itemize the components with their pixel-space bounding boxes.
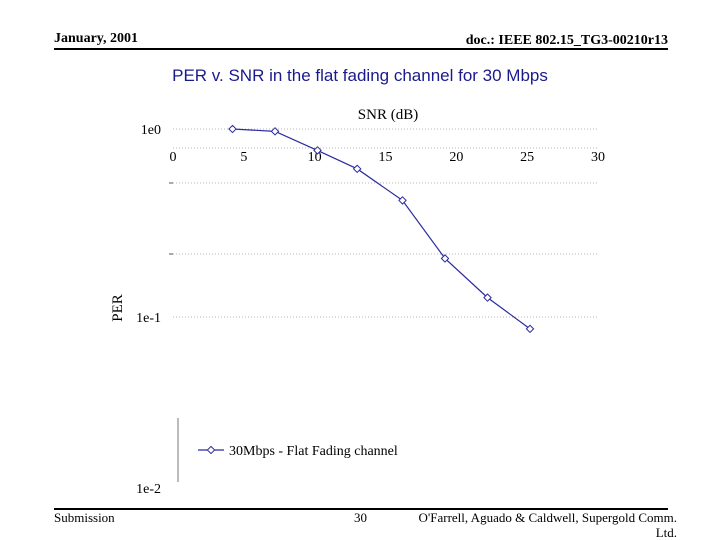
y-tick-label-0: 1e0 <box>141 123 161 138</box>
y-axis-title: PER <box>110 294 126 322</box>
legend-marker-0 <box>206 445 216 455</box>
data-point-0-4 <box>398 196 407 205</box>
legend-label-0: 30Mbps - Flat Fading channel <box>229 444 398 459</box>
x-axis-title: SNR (dB) <box>358 107 418 123</box>
data-point-0-5 <box>440 254 450 263</box>
x-tick-label-5: 25 <box>520 150 534 165</box>
x-tick-label-0: 0 <box>170 150 177 165</box>
data-point-0-0 <box>228 124 237 134</box>
data-point-0-3 <box>352 164 362 174</box>
header-doc-id: doc.: IEEE 802.15_TG3-00210r13 <box>465 33 668 48</box>
header-date: January, 2001 <box>54 31 139 46</box>
footer-rule <box>54 508 668 510</box>
header-rule <box>54 48 668 50</box>
x-tick-label-3: 15 <box>379 150 393 165</box>
footer-submission: Submission <box>54 510 115 525</box>
data-point-0-2 <box>313 146 322 155</box>
data-point-0-1 <box>270 127 280 136</box>
data-point-0-6 <box>483 293 492 302</box>
x-tick-label-1: 5 <box>240 150 247 165</box>
x-tick-label-6: 30 <box>591 150 605 165</box>
x-tick-label-4: 20 <box>449 150 463 165</box>
footer-authors: O'Farrell, Aguado & Caldwell, Supergold … <box>418 510 677 540</box>
y-tick-label-1: 1e-1 <box>136 311 161 326</box>
series-line-0 <box>232 128 531 330</box>
data-point-0-7 <box>525 324 535 334</box>
footer-page-number: 30 <box>354 510 367 525</box>
y-tick-label-2: 1e-2 <box>136 482 161 497</box>
slide-title: PER v. SNR in the flat fading channel fo… <box>172 66 548 85</box>
